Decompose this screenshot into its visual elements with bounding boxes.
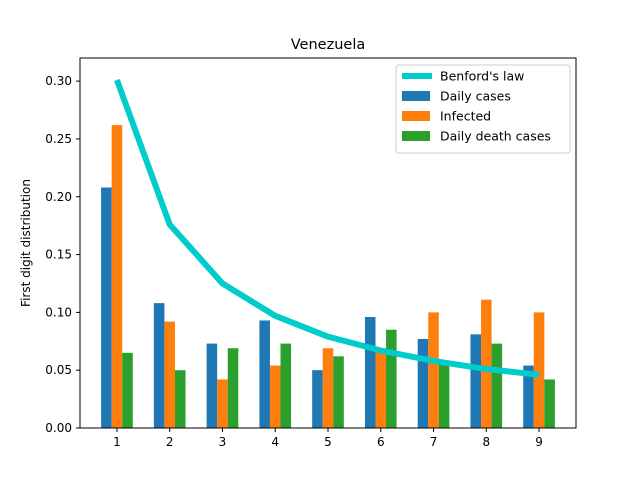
bar-daily-death-cases-7 — [438, 360, 450, 428]
bar-daily-death-cases-3 — [227, 348, 239, 428]
bar-infected-4 — [269, 365, 281, 428]
line-layer — [114, 78, 540, 378]
bar-daily-cases-5 — [312, 370, 323, 428]
bar-daily-death-cases-2 — [174, 370, 186, 428]
bar-daily-cases-3 — [206, 343, 218, 428]
bar-infected-2 — [164, 321, 175, 428]
bar-infected-3 — [217, 379, 228, 428]
x-tick-label: 2 — [166, 435, 174, 449]
x-tick-label: 1 — [113, 435, 121, 449]
bar-daily-cases-2 — [153, 303, 165, 428]
y-tick-label: 0.30 — [45, 74, 72, 88]
bar-daily-cases-9 — [523, 365, 534, 428]
bar-daily-cases-8 — [470, 334, 482, 428]
bar-daily-death-cases-6 — [386, 329, 397, 428]
axes: 1 2 3 4 5 6 7 8 9 0.00 0.05 0.10 0.15 0.20 0.25 0.30 — [45, 74, 543, 449]
bar-infected-9 — [533, 312, 545, 428]
y-tick-label: 0.05 — [45, 363, 72, 377]
x-tick-label: 9 — [535, 435, 543, 449]
bar-daily-cases-4 — [259, 320, 270, 428]
legend-swatch-daily-death-cases — [402, 131, 430, 141]
legend: Benford's law Daily cases Infected Daily de… — [395, 64, 571, 154]
bar-infected-1 — [111, 125, 123, 428]
y-axis-label: First digit distribution — [19, 179, 33, 307]
x-tick-label: 5 — [324, 435, 332, 449]
y-tick-label: 0.00 — [45, 421, 72, 435]
bar-daily-death-cases-8 — [491, 343, 503, 428]
y-tick-label: 0.15 — [45, 248, 72, 262]
benford-line — [114, 78, 540, 378]
chart-title: Venezuela — [291, 37, 365, 53]
bar-daily-death-cases-1 — [122, 352, 133, 428]
legend-swatch-daily-cases — [402, 91, 430, 101]
bar-daily-cases-1 — [101, 187, 112, 428]
legend-box — [395, 64, 571, 154]
bar-daily-death-cases-5 — [333, 356, 344, 428]
bars-layer — [101, 125, 555, 428]
legend-label-benford-s-law: Benford's law — [440, 69, 524, 84]
legend-label-daily-cases: Daily cases — [440, 89, 511, 104]
bar-daily-death-cases-4 — [280, 343, 292, 428]
y-tick-label: 0.25 — [45, 132, 72, 146]
bar-infected-8 — [481, 299, 492, 428]
bar-daily-cases-7 — [417, 338, 429, 428]
x-tick-label: 8 — [482, 435, 490, 449]
bar-infected-6 — [375, 348, 387, 428]
legend-label-daily-death-cases: Daily death cases — [440, 129, 551, 144]
x-tick-label: 6 — [377, 435, 385, 449]
bar-infected-7 — [428, 312, 439, 428]
legend-label-infected: Infected — [440, 109, 491, 124]
bar-infected-5 — [322, 348, 334, 428]
y-tick-label: 0.10 — [45, 305, 72, 319]
bar-daily-death-cases-9 — [544, 379, 555, 428]
legend-swatch-infected — [402, 111, 430, 121]
bar-daily-cases-6 — [364, 317, 376, 428]
x-tick-label: 3 — [219, 435, 227, 449]
x-tick-label: 4 — [271, 435, 279, 449]
y-tick-label: 0.20 — [45, 190, 72, 204]
x-tick-label: 7 — [430, 435, 438, 449]
